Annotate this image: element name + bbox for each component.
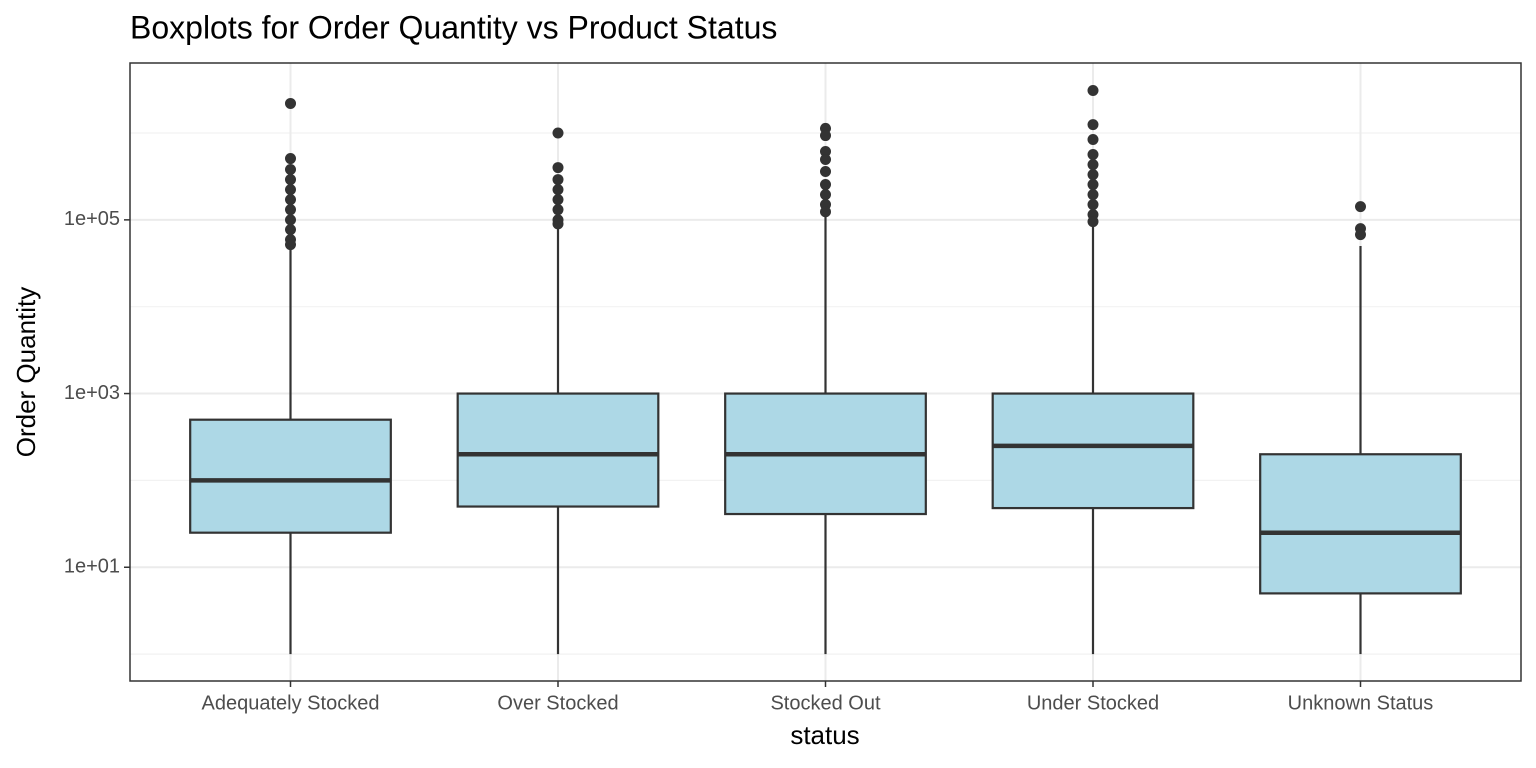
outlier <box>820 206 831 218</box>
outlier <box>1087 179 1099 191</box>
outlier <box>1087 149 1099 161</box>
y-tick-label: 1e+03 <box>64 382 120 404</box>
outlier <box>285 97 296 109</box>
x-tick-label: Over Stocked <box>497 692 618 714</box>
box <box>456 392 660 508</box>
box <box>991 392 1195 510</box>
box <box>189 418 392 534</box>
y-tick-label: 1e+05 <box>64 208 120 230</box>
outlier <box>1087 199 1099 211</box>
outlier <box>1087 134 1099 146</box>
x-tick-label: Unknown Status <box>1288 692 1434 714</box>
outlier <box>552 194 564 206</box>
outlier <box>820 146 831 158</box>
outlier <box>285 164 296 176</box>
outlier <box>820 154 831 166</box>
outlier <box>820 179 831 191</box>
y-tick-label: 1e+01 <box>64 556 120 578</box>
outlier <box>1355 229 1366 241</box>
outlier <box>1087 119 1099 131</box>
outlier <box>552 127 564 139</box>
outlier <box>552 162 564 174</box>
x-tick-label: Adequately Stocked <box>202 692 380 714</box>
outlier <box>1087 159 1099 171</box>
outlier <box>1087 169 1099 181</box>
outlier <box>1087 189 1099 201</box>
outlier <box>1087 84 1099 96</box>
panel-border <box>129 62 1522 682</box>
outlier <box>1355 201 1366 213</box>
outlier <box>1087 216 1099 228</box>
outlier <box>552 218 564 230</box>
outlier <box>552 204 564 216</box>
x-tick-label: Stocked Out <box>770 692 881 714</box>
outlier <box>285 174 296 186</box>
box <box>1259 453 1462 595</box>
x-tick-label: Under Stocked <box>1027 692 1159 714</box>
outlier <box>285 204 296 216</box>
outlier <box>820 166 831 178</box>
outlier <box>285 194 296 206</box>
outlier <box>285 239 296 251</box>
outlier <box>820 130 831 142</box>
outlier <box>285 153 296 165</box>
outlier <box>285 214 296 226</box>
chart-title: Boxplots for Order Quantity vs Product S… <box>130 9 777 45</box>
x-axis-title: status <box>790 720 859 750</box>
outlier <box>285 184 296 196</box>
outlier <box>552 174 564 186</box>
outlier <box>285 224 296 236</box>
outlier <box>820 189 831 201</box>
outlier <box>552 184 564 196</box>
y-axis-title: Order Quantity <box>11 287 41 458</box>
